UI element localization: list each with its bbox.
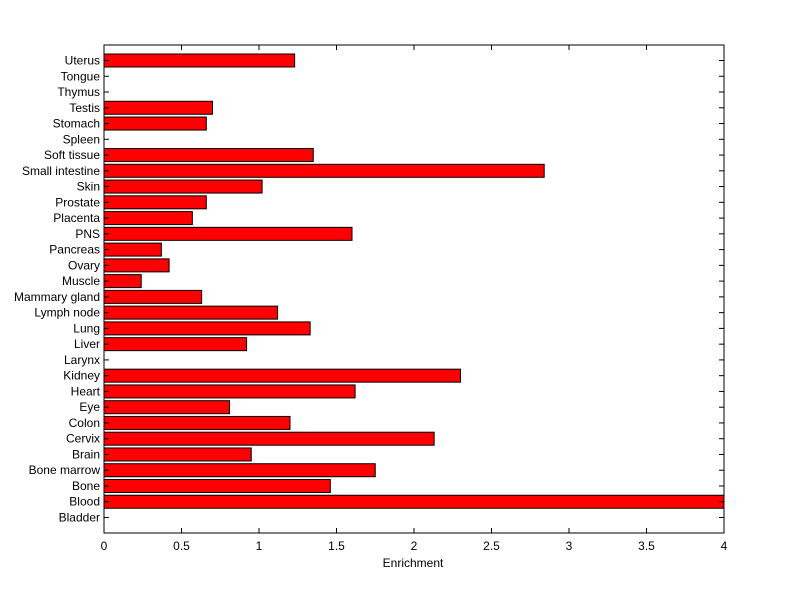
bar-uterus [103, 53, 296, 68]
bar-bone-marrow [103, 463, 376, 478]
bar-pns [103, 226, 353, 241]
bar-placenta [103, 211, 193, 226]
bar-lung [103, 321, 311, 336]
plot-frame [103, 44, 725, 534]
bar-brain [103, 447, 252, 462]
bar-skin [103, 179, 263, 194]
bar-muscle [103, 274, 142, 289]
x-tick-label: 1 [256, 539, 263, 553]
y-tick-label-prostate: Prostate [55, 195, 100, 209]
y-tick-label-small-intestine: Small intestine [22, 164, 100, 178]
bar-small-intestine [103, 163, 545, 178]
bar-colon [103, 415, 291, 430]
y-tick-label-blood: Blood [69, 495, 100, 509]
y-tick-label-heart: Heart [71, 384, 101, 398]
x-axis-ticks: 0 0.5 1 1.5 2 2.5 3 3.5 4 [101, 45, 728, 553]
x-tick-label: 2.5 [483, 539, 500, 553]
x-tick-label: 4 [721, 539, 728, 553]
x-tick-label: 2 [411, 539, 418, 553]
bar-lymph-node [103, 305, 279, 320]
bar-pancreas [103, 242, 162, 257]
bar-kidney [103, 368, 461, 383]
y-tick-label-muscle: Muscle [62, 274, 100, 288]
y-tick-label-lung: Lung [73, 321, 100, 335]
y-tick-label-bone-marrow: Bone marrow [29, 463, 101, 477]
y-tick-label-kidney: Kidney [63, 369, 100, 383]
bar-blood [103, 494, 725, 509]
y-tick-label-liver: Liver [74, 337, 100, 351]
bar-liver [103, 337, 248, 352]
y-tick-label-soft-tissue: Soft tissue [44, 148, 100, 162]
x-axis-label: Enrichment [383, 556, 444, 570]
bar-cervix [103, 431, 435, 446]
y-tick-label-pns: PNS [75, 227, 100, 241]
y-tick-label-thymus: Thymus [57, 85, 100, 99]
bar-eye [103, 400, 231, 415]
y-tick-label-mammary-gland: Mammary gland [14, 290, 100, 304]
y-tick-label-bladder: Bladder [59, 511, 100, 525]
y-tick-label-placenta: Placenta [53, 211, 100, 225]
y-tick-label-tongue: Tongue [61, 69, 101, 83]
y-tick-label-larynx: Larynx [64, 353, 100, 367]
y-tick-label-uterus: Uterus [65, 54, 100, 68]
y-tick-label-spleen: Spleen [63, 132, 100, 146]
bar-heart [103, 384, 356, 399]
y-tick-label-pancreas: Pancreas [49, 243, 100, 257]
x-tick-label: 0 [101, 539, 108, 553]
y-tick-label-colon: Colon [69, 416, 100, 430]
y-tick-label-ovary: Ovary [68, 258, 100, 272]
y-tick-label-eye: Eye [79, 400, 100, 414]
bar-stomach [103, 116, 207, 131]
x-tick-label: 0.5 [173, 539, 190, 553]
y-tick-label-bone: Bone [72, 479, 100, 493]
y-tick-label-stomach: Stomach [53, 117, 100, 131]
x-tick-label: 3 [566, 539, 573, 553]
bar-soft-tissue [103, 148, 314, 163]
bar-prostate [103, 195, 207, 210]
y-tick-label-skin: Skin [77, 180, 100, 194]
y-tick-label-brain: Brain [72, 447, 100, 461]
y-tick-label-cervix: Cervix [66, 432, 100, 446]
bar-ovary [103, 258, 170, 273]
x-tick-label: 3.5 [638, 539, 655, 553]
bar-bone [103, 478, 331, 493]
y-tick-label-lymph-node: Lymph node [34, 306, 100, 320]
x-tick-label: 1.5 [328, 539, 345, 553]
bar-testis [103, 100, 213, 115]
y-tick-label-testis: Testis [69, 101, 100, 115]
bar-mammary-gland [103, 289, 203, 304]
